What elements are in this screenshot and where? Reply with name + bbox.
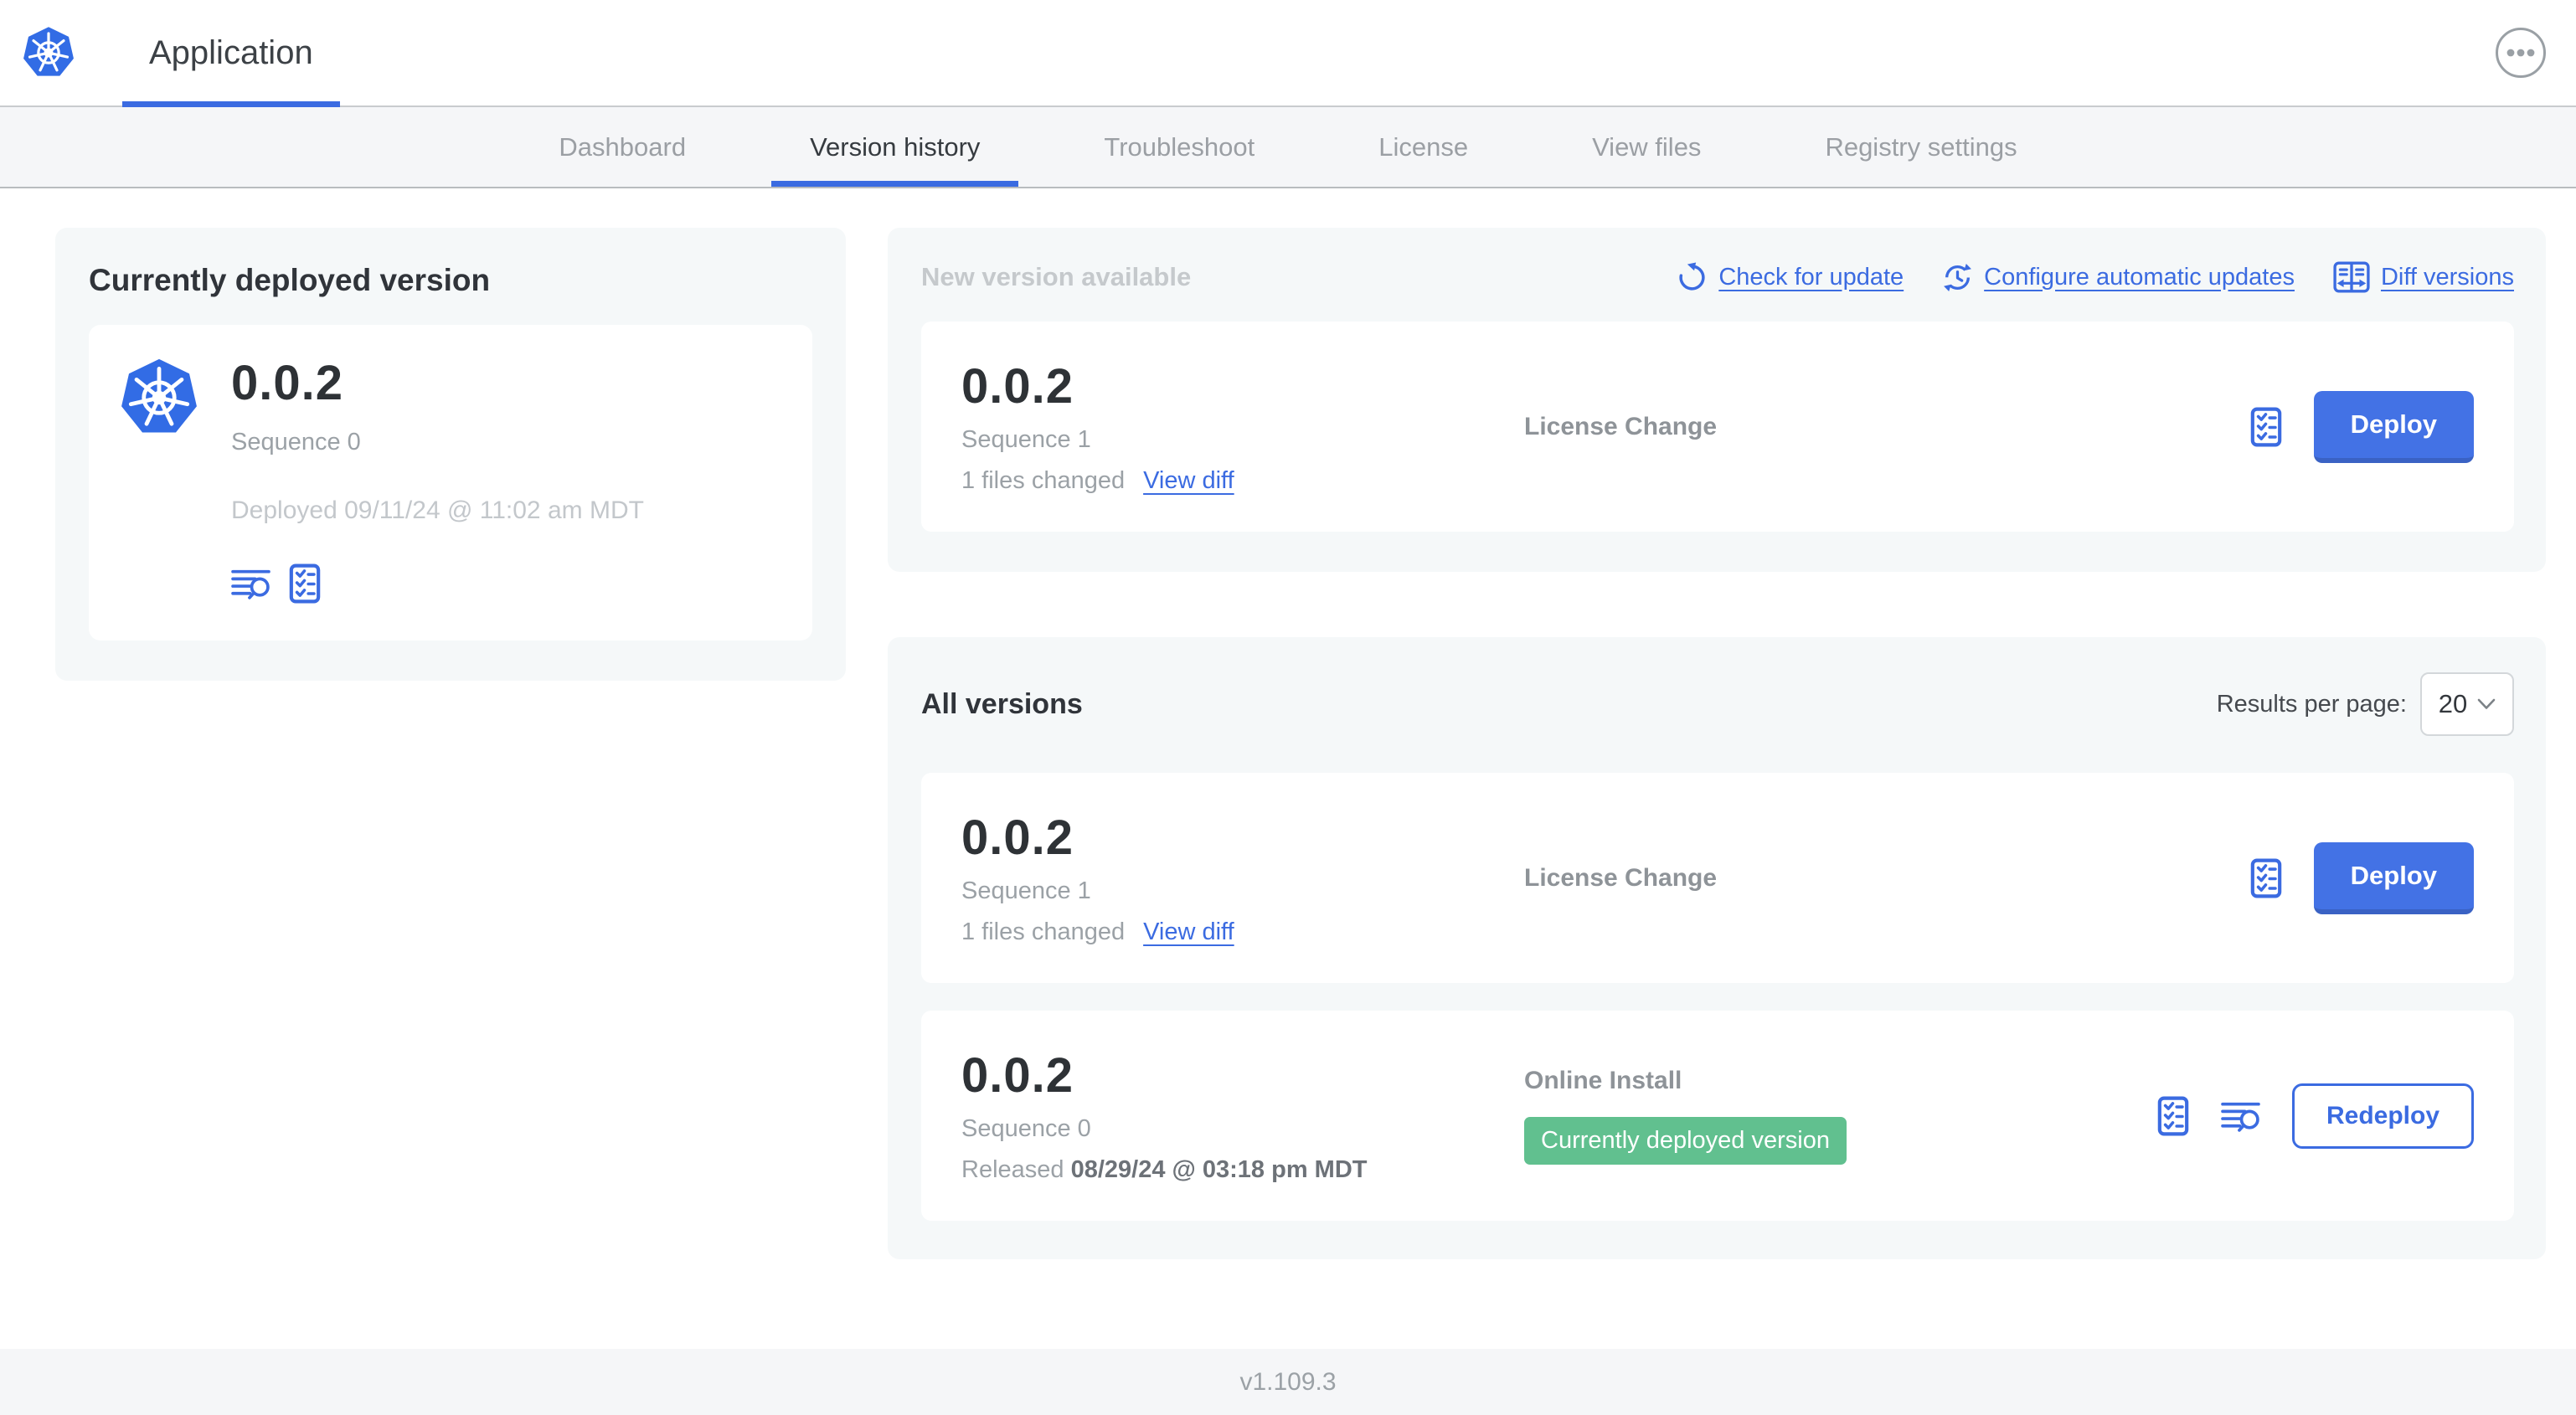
console-version: v1.109.3: [1239, 1367, 1337, 1396]
logs-icon: [2221, 1102, 2260, 1132]
tab-version-history[interactable]: Version history: [771, 107, 1019, 187]
files-changed-text: 1 files changed: [961, 467, 1126, 494]
all-versions-panel: All versions Results per page: 20 0.0.2 …: [888, 637, 2546, 1259]
currently-deployed-badge: Currently deployed version: [1524, 1117, 1847, 1165]
more-options-button[interactable]: [2496, 28, 2546, 78]
version-row: 0.0.2 Sequence 1 1 files changed View di…: [921, 773, 2514, 983]
deployed-sequence: Sequence 0: [231, 428, 361, 455]
view-diff-link[interactable]: View diff: [1143, 467, 1234, 494]
preflight-checks-button[interactable]: [2250, 407, 2282, 447]
tab-registry-settings[interactable]: Registry settings: [1825, 131, 2017, 162]
new-version-card: 0.0.2 Sequence 1 1 files changed View di…: [921, 322, 2514, 532]
checklist-icon: [2250, 407, 2282, 447]
view-logs-button[interactable]: [231, 567, 270, 600]
files-changed-text: 1 files changed: [961, 918, 1126, 945]
released-timestamp: Released 08/29/24 @ 03:18 pm MDT: [961, 1156, 1368, 1183]
version-source-label: License Change: [1524, 412, 1718, 440]
currently-deployed-panel: Currently deployed version 0.0.2 Sequenc…: [55, 228, 846, 681]
results-per-page-select[interactable]: 20: [2420, 672, 2514, 736]
checklist-icon: [289, 563, 321, 604]
version-source-label: License Change: [1524, 863, 1718, 892]
row-version-number: 0.0.2: [961, 810, 1074, 865]
tab-view-files[interactable]: View files: [1592, 131, 1702, 162]
new-version-sequence: Sequence 1: [961, 426, 1091, 453]
ellipsis-icon: [2506, 49, 2535, 57]
deploy-button[interactable]: Deploy: [2313, 390, 2474, 463]
preflight-checks-button[interactable]: [2250, 858, 2282, 898]
currently-deployed-card: 0.0.2 Sequence 0 Deployed 09/11/24 @ 11:…: [89, 325, 812, 641]
tab-license[interactable]: License: [1378, 131, 1469, 162]
new-version-panel: New version available Check for update: [888, 228, 2546, 572]
version-row: 0.0.2 Sequence 0 Released 08/29/24 @ 03:…: [921, 1011, 2514, 1221]
app-tab-label: Application: [149, 33, 313, 71]
right-column: New version available Check for update: [888, 228, 2546, 1259]
deployed-version-number: 0.0.2: [231, 356, 343, 410]
diff-versions-link[interactable]: Diff versions: [2333, 261, 2514, 293]
configure-automatic-updates-link[interactable]: Configure automatic updates: [1942, 262, 2295, 293]
preflight-checks-button[interactable]: [2157, 1096, 2189, 1136]
version-source-label: Online Install: [1524, 1067, 1682, 1094]
row-version-number: 0.0.2: [961, 1048, 1074, 1103]
checklist-icon: [2157, 1096, 2189, 1136]
main-content: Currently deployed version 0.0.2 Sequenc…: [0, 188, 2576, 1259]
all-versions-title: All versions: [921, 687, 1083, 720]
tab-troubleshoot[interactable]: Troubleshoot: [1104, 131, 1255, 162]
diff-icon: [2333, 261, 2370, 293]
results-per-page-value: 20: [2438, 689, 2468, 718]
preflight-checks-button[interactable]: [289, 563, 321, 604]
app-tab-application[interactable]: Application: [122, 0, 340, 107]
check-for-update-link[interactable]: Check for update: [1677, 262, 1904, 293]
chevron-down-icon: [2477, 698, 2496, 709]
app-sub-nav: Dashboard Version history Troubleshoot L…: [0, 107, 2576, 188]
app-footer: v1.109.3: [0, 1349, 2576, 1415]
currently-deployed-title: Currently deployed version: [89, 263, 491, 297]
clock-refresh-icon: [1944, 263, 1972, 291]
deployed-timestamp: Deployed 09/11/24 @ 11:02 am MDT: [231, 496, 644, 524]
tab-dashboard[interactable]: Dashboard: [559, 131, 687, 162]
app-header: Application: [0, 0, 2576, 107]
kubernetes-app-icon: [119, 357, 199, 439]
new-version-number: 0.0.2: [961, 359, 1074, 414]
checklist-icon: [2250, 858, 2282, 898]
kubernetes-logo-icon: [22, 25, 75, 78]
view-diff-link[interactable]: View diff: [1143, 918, 1234, 945]
deploy-button[interactable]: Deploy: [2313, 841, 2474, 914]
redeploy-button[interactable]: Redeploy: [2291, 1083, 2474, 1149]
results-per-page-label: Results per page:: [2216, 690, 2407, 718]
logs-icon: [231, 569, 270, 599]
new-version-heading: New version available: [921, 262, 1192, 291]
row-sequence: Sequence 0: [961, 1115, 1091, 1142]
refresh-icon: [1679, 262, 1705, 291]
view-logs-button[interactable]: [2221, 1099, 2260, 1133]
row-sequence: Sequence 1: [961, 877, 1091, 904]
